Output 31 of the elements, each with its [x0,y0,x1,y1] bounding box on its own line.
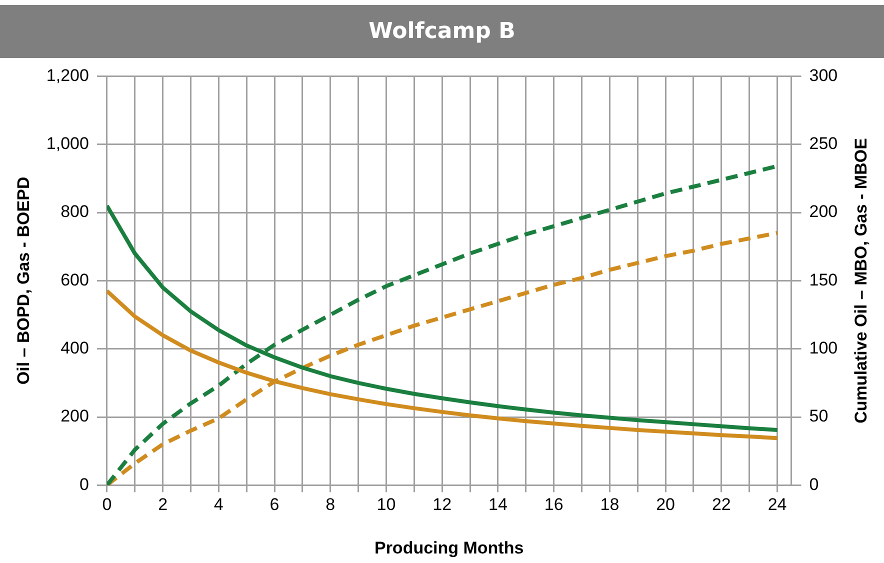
x-tick-label: 2 [158,495,168,514]
y-tick-label: 800 [60,202,89,222]
y2-tick-label: 0 [809,474,819,494]
y-tick-label: 1,000 [46,134,89,154]
x-tick-label: 10 [376,495,396,514]
y-axis-title: Oil – BOPD, Gas - BOEPD [14,176,33,385]
y2-tick-label: 250 [809,134,838,154]
y2-tick-label: 100 [809,338,838,358]
y2-tick-label: 150 [809,270,838,290]
x-tick-label: 22 [712,495,731,514]
x-tick-label: 8 [326,495,336,514]
x-tick-label: 18 [600,495,620,514]
y-tick-label: 0 [79,474,89,494]
y2-tick-label: 50 [809,406,828,426]
y-tick-label: 600 [60,270,89,290]
x-axis-title: Producing Months [374,538,524,558]
x-tick-label: 6 [270,495,280,514]
y2-tick-label: 200 [809,202,838,222]
x-tick-label: 0 [102,495,112,514]
x-tick-label: 12 [432,495,452,514]
y-tick-label: 1,200 [46,66,89,85]
x-tick-label: 4 [214,495,224,514]
y2-tick-label: 300 [809,66,838,85]
x-tick-label: 24 [768,495,787,514]
y-tick-label: 200 [60,406,89,426]
y-tick-label: 400 [60,338,89,358]
x-tick-label: 16 [544,495,564,514]
y2-axis-title: Cumulative Oil – MBO, Gas - MBOE [852,138,871,424]
x-tick-label: 20 [656,495,676,514]
chart-title: Wolfcamp B [0,5,884,58]
x-tick-label: 14 [488,495,508,514]
